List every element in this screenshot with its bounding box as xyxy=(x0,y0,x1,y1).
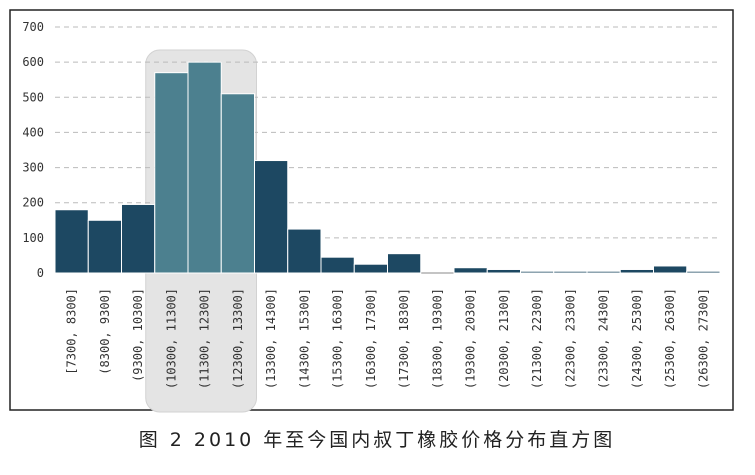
x-tick-label: (12300, 13300] xyxy=(231,288,245,389)
y-tick-label: 400 xyxy=(22,125,44,139)
x-tick-label: (25300, 26300] xyxy=(663,288,677,389)
x-tick-label: (26300, 27300] xyxy=(696,288,710,389)
x-tick-label: (23300, 24300] xyxy=(597,288,611,389)
x-tick-label: (19300, 20300] xyxy=(464,288,478,389)
caption: 图 2 2010 年至今国内叔丁橡胶价格分布直方图 xyxy=(139,429,616,451)
bar xyxy=(187,61,222,274)
bar xyxy=(54,209,89,274)
x-tick-label: (16300, 17300] xyxy=(364,288,378,389)
bar xyxy=(486,268,521,274)
x-tick-label: (18300, 19300] xyxy=(430,288,444,389)
bar xyxy=(121,203,156,274)
bar xyxy=(87,219,122,274)
x-tick-label: (21300, 22300] xyxy=(530,288,544,389)
bar xyxy=(686,270,721,274)
x-tick-label: (9300, 10300] xyxy=(131,288,145,382)
y-tick-label: 100 xyxy=(22,231,44,245)
x-tick-label: (24300, 25300] xyxy=(630,288,644,389)
x-tick-label: [7300, 8300] xyxy=(65,288,79,375)
bar xyxy=(553,270,588,274)
x-tick-label: (8300, 9300] xyxy=(98,288,112,375)
bar xyxy=(453,267,488,274)
x-tick-label: (20300, 21300] xyxy=(497,288,511,389)
x-tick-label: (14300, 15300] xyxy=(297,288,311,389)
y-tick-label: 600 xyxy=(22,55,44,69)
bar xyxy=(154,72,189,274)
bar xyxy=(520,270,555,274)
x-tick-label: (11300, 12300] xyxy=(198,288,212,389)
x-tick-label: (15300, 16300] xyxy=(331,288,345,389)
y-tick-label: 500 xyxy=(22,90,44,104)
y-tick-label: 0 xyxy=(37,266,44,280)
bar xyxy=(220,93,255,274)
y-tick-label: 300 xyxy=(22,161,44,175)
x-tick-label: (17300, 18300] xyxy=(397,288,411,389)
bar xyxy=(320,256,355,274)
x-tick-label: (10300, 11300] xyxy=(164,288,178,389)
bar xyxy=(353,263,388,274)
y-tick-label: 200 xyxy=(22,196,44,210)
bar xyxy=(586,270,621,274)
x-tick-label: (22300, 23300] xyxy=(563,288,577,389)
y-tick-label: 700 xyxy=(22,20,44,34)
bar xyxy=(254,160,289,274)
bar xyxy=(653,265,688,274)
bar xyxy=(387,253,422,274)
bar xyxy=(287,228,322,274)
x-tick-label: (13300, 14300] xyxy=(264,288,278,389)
bar xyxy=(619,268,654,274)
